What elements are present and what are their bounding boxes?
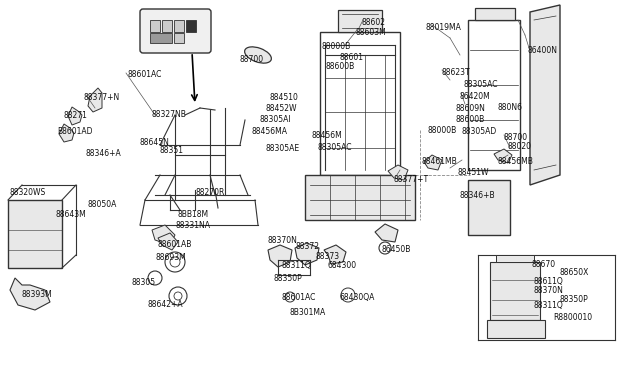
Text: 88645N: 88645N: [139, 138, 169, 147]
Bar: [162, 20, 172, 32]
Polygon shape: [490, 262, 540, 320]
Polygon shape: [10, 278, 50, 310]
Text: 88327NB: 88327NB: [152, 110, 187, 119]
Text: 88351: 88351: [159, 146, 183, 155]
Text: 88000B: 88000B: [322, 42, 351, 51]
Text: 88305AI: 88305AI: [260, 115, 292, 124]
Text: 68430QA: 68430QA: [339, 293, 374, 302]
Polygon shape: [59, 124, 74, 142]
FancyBboxPatch shape: [140, 9, 211, 53]
Text: 88305: 88305: [131, 278, 155, 287]
Text: 88609N: 88609N: [455, 104, 485, 113]
Text: 88377+T: 88377+T: [393, 175, 428, 184]
Text: 88311Q: 88311Q: [281, 261, 311, 270]
Text: 88452W: 88452W: [265, 104, 296, 113]
Text: 88693M: 88693M: [155, 253, 186, 262]
Text: 88346+B: 88346+B: [459, 191, 495, 200]
Polygon shape: [494, 149, 512, 163]
Text: 88370N: 88370N: [534, 286, 564, 295]
Text: 88643M: 88643M: [55, 210, 86, 219]
Polygon shape: [468, 180, 510, 235]
Text: 88311Q: 88311Q: [534, 301, 564, 310]
Text: 88346+A: 88346+A: [85, 149, 121, 158]
Text: 88331NA: 88331NA: [175, 221, 210, 230]
Text: 88270R: 88270R: [196, 188, 225, 197]
Ellipse shape: [244, 47, 271, 63]
Bar: [186, 20, 196, 32]
Text: 88650X: 88650X: [559, 268, 588, 277]
Text: B8601AD: B8601AD: [57, 127, 93, 136]
Bar: [150, 20, 160, 32]
Text: 88456MB: 88456MB: [497, 157, 533, 166]
Text: 88370N: 88370N: [268, 236, 298, 245]
Polygon shape: [487, 320, 545, 338]
Text: 88377+N: 88377+N: [84, 93, 120, 102]
Polygon shape: [338, 10, 382, 32]
Text: 88050A: 88050A: [88, 200, 117, 209]
Text: 86420M: 86420M: [460, 92, 491, 101]
Text: 88600B: 88600B: [455, 115, 484, 124]
Text: 8B301MA: 8B301MA: [290, 308, 326, 317]
Text: 88393M: 88393M: [22, 290, 52, 299]
Text: 86400N: 86400N: [528, 46, 558, 55]
Text: 88305AC: 88305AC: [464, 80, 499, 89]
Polygon shape: [295, 243, 319, 265]
Text: 884510: 884510: [270, 93, 299, 102]
Text: 88456MA: 88456MA: [251, 127, 287, 136]
Polygon shape: [88, 88, 102, 112]
Text: 88611Q: 88611Q: [534, 277, 564, 286]
Text: 88642+A: 88642+A: [147, 300, 182, 309]
Text: 88601AB: 88601AB: [158, 240, 193, 249]
Text: 88456M: 88456M: [311, 131, 342, 140]
Polygon shape: [375, 224, 398, 242]
Text: 88601AC: 88601AC: [282, 293, 316, 302]
Text: 88600B: 88600B: [325, 62, 355, 71]
Text: 88461MB: 88461MB: [421, 157, 457, 166]
Text: 88700: 88700: [503, 133, 527, 142]
Bar: [150, 33, 172, 43]
Text: 88601: 88601: [340, 53, 364, 62]
Polygon shape: [305, 175, 415, 220]
Text: 88372: 88372: [296, 242, 320, 251]
Text: R8800010: R8800010: [553, 313, 592, 322]
Polygon shape: [8, 200, 62, 268]
Text: 88350P: 88350P: [274, 274, 303, 283]
Bar: [174, 33, 184, 43]
Text: 88000B: 88000B: [427, 126, 456, 135]
Text: 684300: 684300: [327, 261, 356, 270]
Text: 88670: 88670: [531, 260, 555, 269]
Polygon shape: [152, 225, 175, 245]
Text: 88271: 88271: [63, 111, 87, 120]
Text: 88603M: 88603M: [355, 28, 386, 37]
Polygon shape: [68, 107, 82, 125]
Text: 88305AD: 88305AD: [462, 127, 497, 136]
Text: 88305AC: 88305AC: [318, 143, 353, 152]
Text: 88320WS: 88320WS: [10, 188, 46, 197]
Polygon shape: [496, 255, 534, 262]
Polygon shape: [475, 8, 515, 20]
Text: 88373: 88373: [316, 252, 340, 261]
Polygon shape: [424, 155, 442, 170]
Text: 8BB18M: 8BB18M: [177, 210, 208, 219]
Polygon shape: [388, 165, 408, 180]
Polygon shape: [324, 245, 346, 264]
Text: 88451W: 88451W: [457, 168, 488, 177]
Bar: [174, 20, 184, 32]
Text: 88602: 88602: [362, 18, 386, 27]
Text: 88350P: 88350P: [559, 295, 588, 304]
Text: 88700: 88700: [240, 55, 264, 64]
Text: 86450B: 86450B: [381, 245, 410, 254]
Polygon shape: [158, 233, 178, 250]
Text: 88020: 88020: [507, 142, 531, 151]
Text: 880N6: 880N6: [498, 103, 523, 112]
Polygon shape: [268, 245, 292, 267]
Text: 88623T: 88623T: [441, 68, 470, 77]
Text: 88019MA: 88019MA: [425, 23, 461, 32]
Text: 88305AE: 88305AE: [265, 144, 299, 153]
Polygon shape: [530, 5, 560, 185]
Text: 88601AC: 88601AC: [128, 70, 163, 79]
